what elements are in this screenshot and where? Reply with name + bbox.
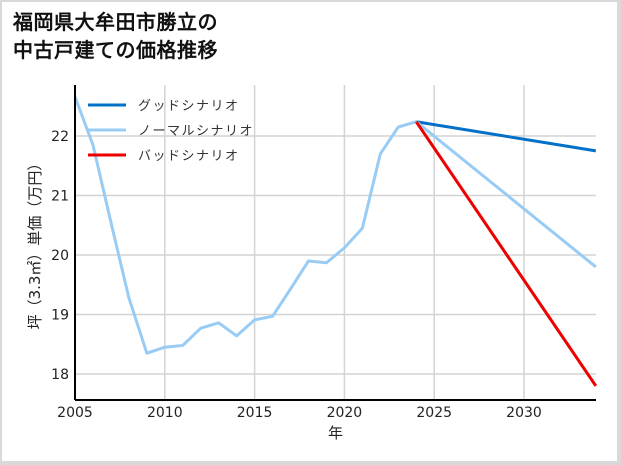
x-tick-label: 2020 — [327, 405, 363, 421]
legend-label: バッドシナリオ — [138, 149, 240, 164]
y-tick-label: 22 — [51, 129, 69, 145]
x-axis-label: 年 — [328, 424, 343, 442]
legend-label: グッドシナリオ — [138, 99, 240, 114]
x-tick-label: 2015 — [237, 405, 273, 421]
y-tick-label: 19 — [51, 308, 69, 324]
chart-frame — [2, 2, 617, 461]
y-tick-label: 18 — [51, 367, 69, 383]
title-line-2: 中古戸建ての価格推移 — [13, 38, 218, 62]
chart-title: 福岡県大牟田市勝立の 中古戸建ての価格推移 — [13, 8, 218, 64]
series-line-2 — [414, 120, 598, 387]
x-tick-label: 2025 — [416, 405, 452, 421]
y-axis-label: 坪（3.3㎡）単価（万円） — [26, 156, 44, 330]
x-tick-label: 2010 — [147, 405, 183, 421]
title-line-1: 福岡県大牟田市勝立の — [13, 10, 218, 34]
legend-label: ノーマルシナリオ — [138, 124, 254, 139]
series-line-0 — [415, 120, 597, 153]
y-tick-label: 21 — [51, 189, 69, 205]
x-tick-label: 2005 — [57, 405, 93, 421]
x-tick-label: 2030 — [506, 405, 542, 421]
y-tick-label: 20 — [51, 248, 69, 264]
series-line-1 — [73, 96, 597, 355]
